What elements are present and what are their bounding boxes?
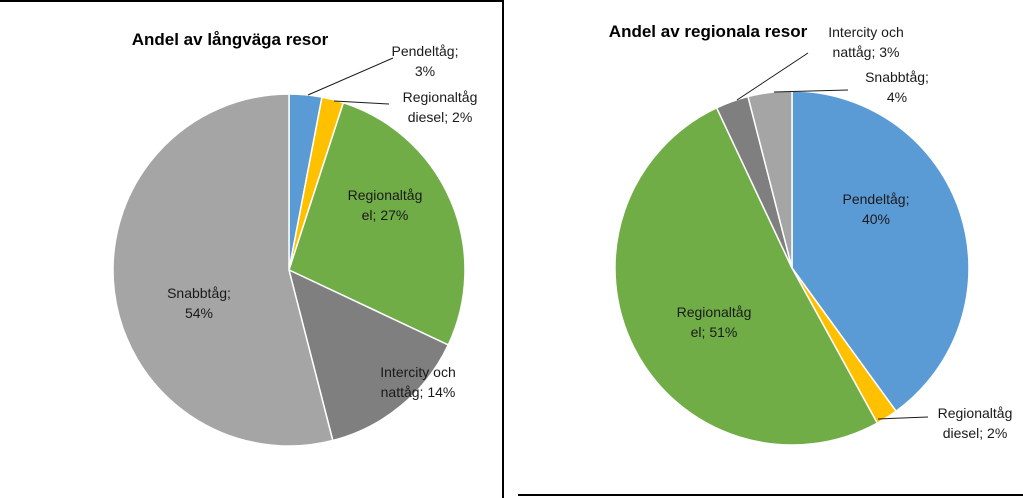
pie-labels: Pendeltåg; 40% Regionaltåg diesel; 2% Region… <box>677 24 1013 441</box>
data-label: Snabbtåg; 54% <box>167 285 231 321</box>
leader-line <box>877 416 929 420</box>
pie-labels: Pendeltåg; 3% Regionaltåg diesel; 2% Regiona… <box>167 43 477 400</box>
pie-slice-regionaltåg-el <box>288 101 466 346</box>
data-label: Regionaltåg el; 51% <box>677 304 752 340</box>
data-label: Regionaltåg diesel; 2% <box>403 89 478 125</box>
data-label: Intercity och nattåg; 3% <box>828 24 903 60</box>
pie-chart-langvaga: Andel av långväga resor Pendeltåg; 3% Regi… <box>112 30 477 447</box>
pie-slices <box>614 90 970 446</box>
pie-slice-regionaltåg-el <box>614 106 879 446</box>
leader-line <box>773 89 849 93</box>
pie-slice-pendeltåg <box>791 90 970 413</box>
pie-slice-snabbtåg <box>747 90 793 269</box>
data-label: Pendeltåg; 40% <box>843 191 910 227</box>
leader-line <box>333 100 390 105</box>
leader-line <box>736 52 809 101</box>
data-label: Regionaltåg el; 27% <box>348 187 423 223</box>
chart-title: Andel av regionala resor <box>609 22 808 41</box>
pie-chart-regionala: Andel av regionala resor Pendeltåg; 40% Re… <box>609 22 1013 446</box>
data-label: Pendeltåg; 3% <box>392 43 459 79</box>
pie-slices <box>112 93 466 447</box>
data-label: Regionaltåg diesel; 2% <box>938 405 1013 441</box>
data-label: Snabbtåg; 4% <box>865 69 929 105</box>
leader-line <box>307 57 394 96</box>
pie-slice-snabbtåg <box>112 93 334 447</box>
pie-slice-intercity-och-nattåg <box>287 268 450 442</box>
chart-title: Andel av långväga resor <box>132 30 329 49</box>
data-label: Intercity och nattåg; 14% <box>380 364 455 400</box>
